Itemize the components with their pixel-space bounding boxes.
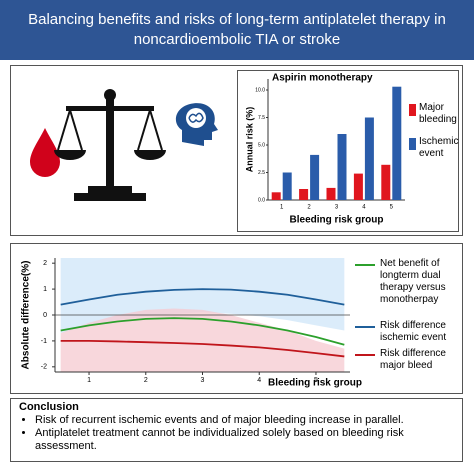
title-line: Balancing benefits and risks of long-ter…: [28, 11, 446, 28]
bar: [381, 164, 391, 200]
blood-drop-icon: [30, 128, 60, 177]
conclusion-bullet: Risk of recurrent ischemic events and of…: [35, 414, 454, 427]
x-axis-label: Bleeding risk group: [290, 215, 384, 226]
bar: [271, 192, 281, 200]
legend-swatch: [355, 264, 375, 266]
scale-icon: [54, 89, 166, 201]
x-tick-label: 4: [362, 205, 366, 211]
y-tick-label: 0.0: [258, 197, 265, 203]
series-line: [60, 317, 345, 346]
legend-label: Major bleeding: [419, 102, 457, 125]
bar: [299, 189, 309, 200]
bar: [364, 117, 374, 200]
y-tick-label: 2.5: [258, 170, 265, 176]
title-banner: Balancing benefits and risks of long-ter…: [0, 0, 474, 60]
y-tick-label: 1: [43, 286, 47, 293]
x-tick-label: 5: [314, 377, 318, 384]
x-axis-label: Bleeding risk group: [268, 378, 362, 389]
legend-swatch: [355, 326, 375, 328]
x-tick-label: 2: [307, 205, 311, 211]
title-line: noncardioembolic TIA or stroke: [133, 31, 341, 48]
legend-label: Ischemic event: [419, 136, 459, 159]
conclusion: Conclusion Risk of recurrent ischemic ev…: [10, 398, 463, 462]
bar: [282, 172, 292, 200]
y-tick-label: -2: [41, 364, 47, 371]
y-tick-label: 0: [43, 312, 47, 319]
series-line: [60, 288, 345, 306]
x-tick-label: 5: [390, 205, 394, 211]
y-tick-label: -1: [41, 338, 47, 345]
x-tick-label: 3: [335, 205, 339, 211]
bar: [353, 173, 363, 200]
conclusion-bullet: Antiplatelet treatment cannot be individ…: [35, 427, 454, 453]
legend-swatch: [409, 104, 416, 116]
bar: [337, 134, 347, 200]
bar: [326, 187, 336, 200]
head-icon: [175, 103, 218, 146]
x-tick-label: 2: [144, 377, 148, 384]
x-tick-label: 1: [280, 205, 284, 211]
x-tick-label: 4: [257, 377, 261, 384]
bar: [392, 86, 402, 200]
series-line: [60, 340, 345, 358]
conclusion-heading: Conclusion: [19, 401, 79, 413]
y-axis-label: Annual risk (%): [244, 107, 254, 173]
x-tick-label: 3: [201, 377, 205, 384]
y-tick-label: 2: [43, 260, 47, 267]
bar: [310, 154, 320, 200]
x-tick-label: 1: [87, 377, 91, 384]
y-tick-label: 5.0: [258, 142, 265, 148]
top-panel: [10, 65, 463, 236]
y-tick-label: 10.0: [255, 87, 265, 93]
legend-label: Risk difference ischemic event: [380, 320, 447, 343]
y-axis-label: Absolute difference(%): [21, 261, 32, 370]
chart-title: Aspirin monotherapy: [272, 73, 373, 84]
legend-label: Net benefit of longterm dual therapy ver…: [380, 258, 446, 305]
line-panel: [10, 243, 463, 394]
confidence-band: [60, 308, 345, 372]
y-tick-label: 7.5: [258, 115, 265, 121]
legend-swatch: [409, 138, 416, 150]
legend-swatch: [355, 354, 375, 356]
bar-panel: [237, 70, 459, 232]
legend-label: Risk difference major bleed: [380, 348, 446, 371]
conclusion-list: Risk of recurrent ischemic events and of…: [19, 414, 454, 453]
